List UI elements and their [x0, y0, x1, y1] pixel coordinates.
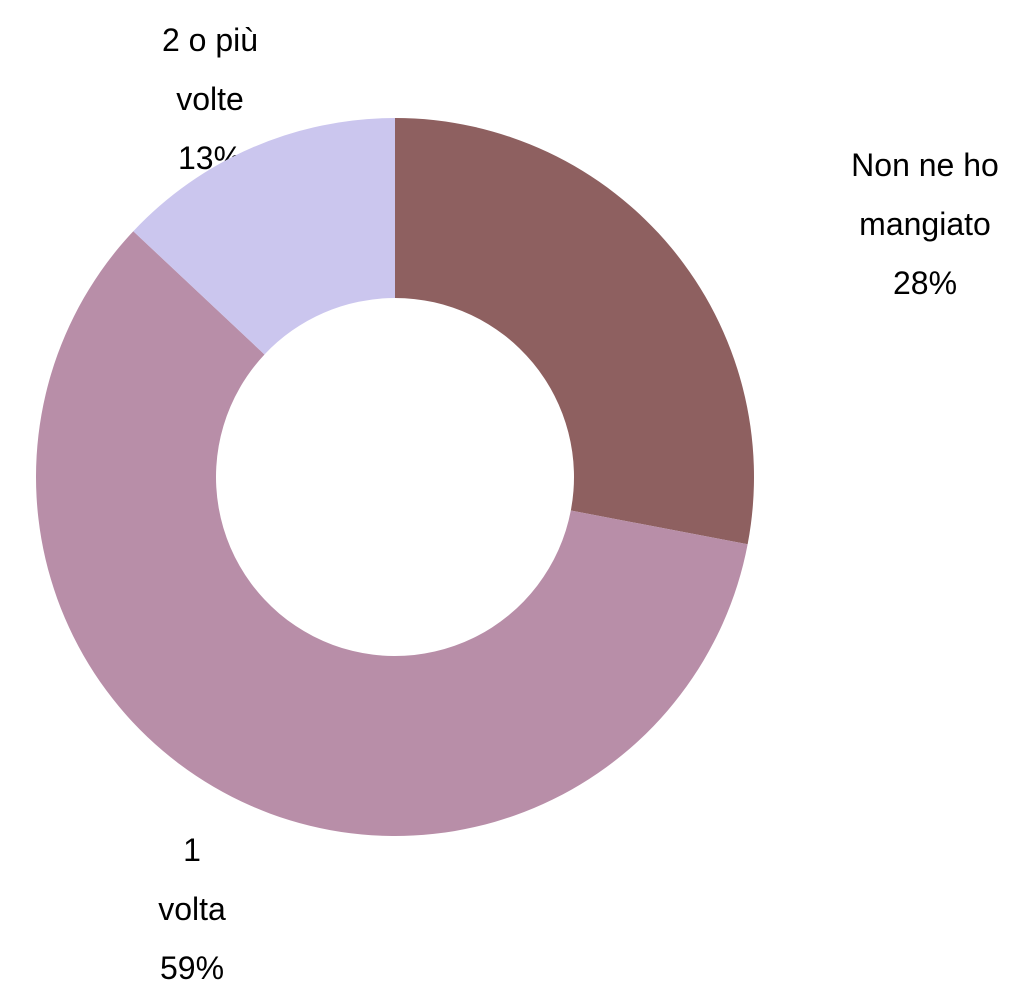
slice-label: 1 volta 59%: [147, 821, 237, 984]
donut-slice: [35, 231, 748, 837]
category-label: Non ne ho mangiato: [851, 147, 999, 242]
value-label: 28%: [892, 265, 958, 301]
slice-label: 2 o più volte 13%: [145, 11, 275, 188]
slice-label: Non ne ho mangiato 28%: [830, 136, 1020, 313]
donut-slice: [133, 118, 395, 355]
category-label: 2 o più volte: [161, 22, 259, 117]
donut-slice: [395, 118, 754, 545]
category-label: 1 volta: [158, 832, 226, 927]
value-label: 59%: [159, 950, 225, 984]
